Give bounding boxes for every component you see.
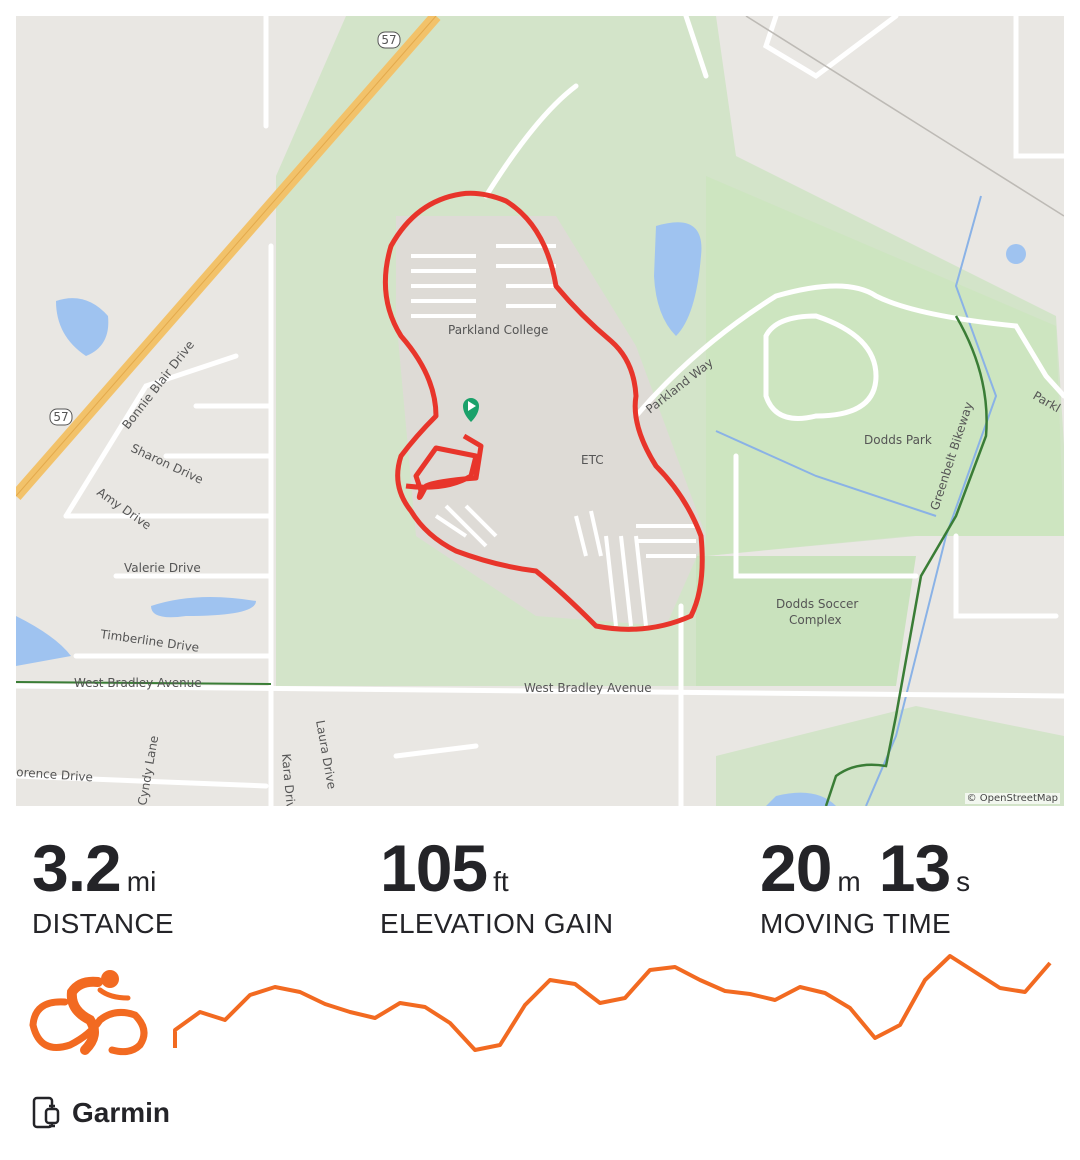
pond [654,222,702,336]
time-minutes: 20 [760,831,832,905]
label-kara: Kara Drive [279,753,298,806]
i57-shield-bottom: 57 [49,408,73,426]
label-bradley-east: West Bradley Avenue [524,681,652,695]
label-bradley-west: West Bradley Avenue [74,676,202,690]
stat-elevation: 105 ft ELEVATION GAIN [380,830,613,940]
stream [715,430,937,517]
label-soccer: Dodds Soccer [776,597,858,611]
label-sharon: Sharon Drive [129,441,206,487]
pond [151,597,256,618]
label-etc: ETC [581,453,604,467]
elevation-line [173,954,1052,1052]
map-attribution[interactable]: © OpenStreetMap [964,793,1060,804]
stat-distance: 3.2 mi DISTANCE [32,830,174,940]
time-seconds: 13 [878,831,951,905]
pond [16,616,71,666]
label-florence: orence Drive [16,765,93,784]
park-area-south [716,706,1064,806]
map-canvas: 57 57 Parkland College ETC Parkland Way … [16,16,1064,806]
distance-unit: mi [126,866,157,897]
elevation-profile [29,954,1052,1056]
device-name: Garmin [72,1097,171,1128]
svg-text:57: 57 [381,33,396,47]
dodds-park-area [706,176,1064,556]
start-marker [463,398,479,422]
svg-text:57: 57 [53,410,68,424]
parking-lots [411,244,696,627]
i57-shield-top: 57 [377,31,401,49]
campus-area [396,216,706,626]
pond [766,792,836,806]
label-college: Parkland College [448,323,548,337]
label-cyndy: Cyndy Lane [135,735,161,806]
stat-moving-time: 20 m 13 s MOVING TIME [760,830,988,940]
device-row: Garmin [32,1096,170,1130]
label-amy: Amy Drive [94,485,153,532]
elevation-value: 105 [380,831,488,905]
label-laura: Laura Drive [313,719,339,790]
route-line [382,190,705,632]
soccer-area [696,556,916,686]
time-minutes-unit: m [837,866,861,897]
label-soccer-2: Complex [789,613,842,627]
label-bonnie: Bonnie Blair Drive [119,338,197,432]
railway [745,16,1064,217]
distance-label: DISTANCE [32,908,174,939]
label-dodds-park: Dodds Park [864,433,932,447]
greenbelt-bikeway [824,315,988,806]
pond [56,298,109,356]
label-valerie: Valerie Drive [124,561,201,575]
route-map[interactable]: 57 57 Parkland College ETC Parkland Way … [16,16,1064,806]
cycling-icon [29,970,148,1056]
phone-watch-icon [32,1096,60,1129]
distance-value: 3.2 [32,831,122,905]
pond [1006,244,1026,264]
roads [16,16,1064,806]
elevation-unit: ft [493,866,509,897]
moving-time-label: MOVING TIME [760,908,952,939]
elevation-label: ELEVATION GAIN [380,908,614,939]
time-seconds-unit: s [956,866,971,897]
label-timberline: Timberline Drive [99,627,200,655]
stream [865,195,998,806]
